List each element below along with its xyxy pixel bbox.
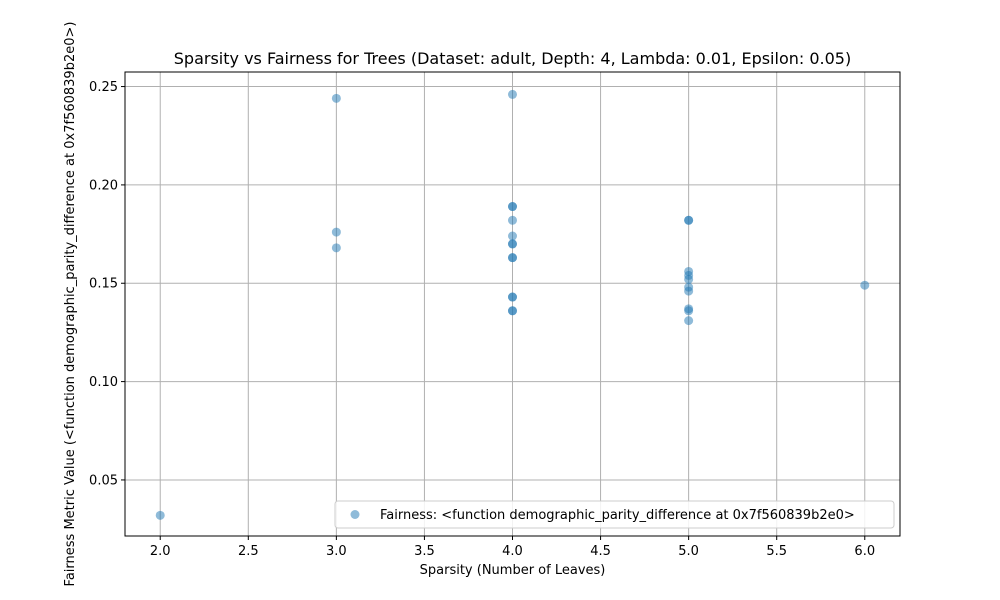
chart-title: Sparsity vs Fairness for Trees (Dataset:… [174, 49, 851, 68]
data-point [684, 215, 694, 225]
data-point [684, 286, 694, 296]
data-point [508, 202, 517, 212]
grid [125, 72, 900, 536]
data-points [155, 89, 870, 520]
data-point [684, 274, 694, 284]
plot-frame [124, 71, 901, 537]
x-tick-label: 5.0 [678, 544, 699, 559]
data-point [508, 89, 517, 99]
data-point [331, 93, 341, 103]
data-point [508, 215, 517, 225]
y-tick-label: 0.10 [89, 375, 118, 390]
y-tick-label: 0.20 [89, 178, 118, 193]
data-point [331, 243, 341, 253]
x-tick-label: 4.0 [502, 544, 523, 559]
legend-label: Fairness: <function demographic_parity_d… [380, 508, 855, 523]
x-tick-label: 5.5 [766, 544, 787, 559]
x-tick-label: 6.0 [854, 544, 875, 559]
data-point [331, 227, 341, 237]
x-tick-label: 4.5 [590, 544, 611, 559]
x-tick-label: 2.0 [150, 544, 171, 559]
y-axis-label: Fairness Metric Value (<function demogra… [63, 22, 78, 587]
data-point [684, 306, 694, 316]
y-tick-label: 0.15 [89, 277, 118, 292]
legend-marker [350, 510, 360, 519]
data-point [508, 292, 517, 302]
data-point [508, 239, 517, 249]
data-point [155, 510, 165, 520]
data-point [508, 231, 517, 241]
y-tick-label: 0.05 [89, 473, 118, 488]
x-axis-label: Sparsity (Number of Leaves) [420, 563, 606, 578]
data-point [508, 306, 517, 316]
data-point [508, 253, 517, 263]
legend: Fairness: <function demographic_parity_d… [334, 500, 895, 529]
data-point [860, 280, 870, 290]
axis-ticks: 2.0 2.5 3.0 3.5 4.0 4.5 5.0 5.5 6.0 0.05 0.10 0.15 0… [89, 80, 875, 559]
x-tick-label: 3.5 [414, 544, 435, 559]
x-tick-label: 2.5 [238, 544, 259, 559]
y-tick-label: 0.25 [89, 80, 118, 95]
data-point [684, 316, 694, 326]
legend-box [334, 500, 895, 529]
x-tick-label: 3.0 [326, 544, 347, 559]
